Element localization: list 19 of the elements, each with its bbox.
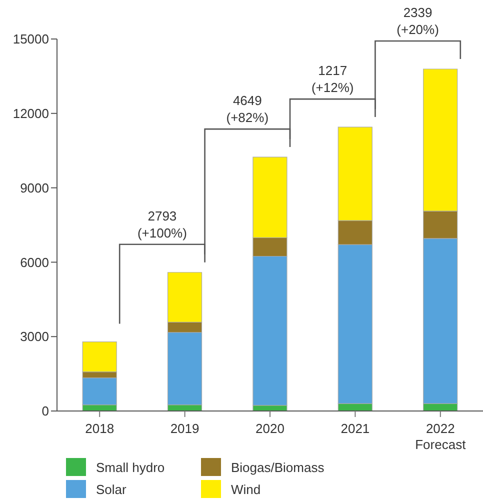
- y-tick-label: 9000: [20, 180, 49, 196]
- annotation: 2793 (+100%): [137, 208, 187, 240]
- x-tick-label: 2019: [170, 421, 200, 436]
- annotation: 1217 (+12%): [311, 63, 354, 96]
- y-tick-label: 6000: [20, 254, 49, 270]
- x-tick-label: 2022 Forecast: [415, 421, 466, 452]
- legend-label: Small hydro: [96, 460, 165, 474]
- x-tick-label: 2020: [256, 421, 284, 436]
- legend-label: Biogas/Biomass: [231, 460, 324, 474]
- x-tick-label: 2021: [340, 421, 370, 436]
- y-tick-label: 3000: [20, 329, 49, 344]
- legend-label: Solar: [96, 482, 126, 496]
- y-tick-label: 15000: [12, 32, 49, 47]
- text: 2339 (+20%): [396, 5, 439, 38]
- annotation: 4649 (+82%): [226, 93, 269, 126]
- legend-label: Wind: [231, 482, 261, 496]
- x-tick-label: 2018: [85, 421, 114, 436]
- y-tick-label: 12000: [12, 106, 49, 122]
- y-tick-label: 0: [42, 404, 49, 419]
